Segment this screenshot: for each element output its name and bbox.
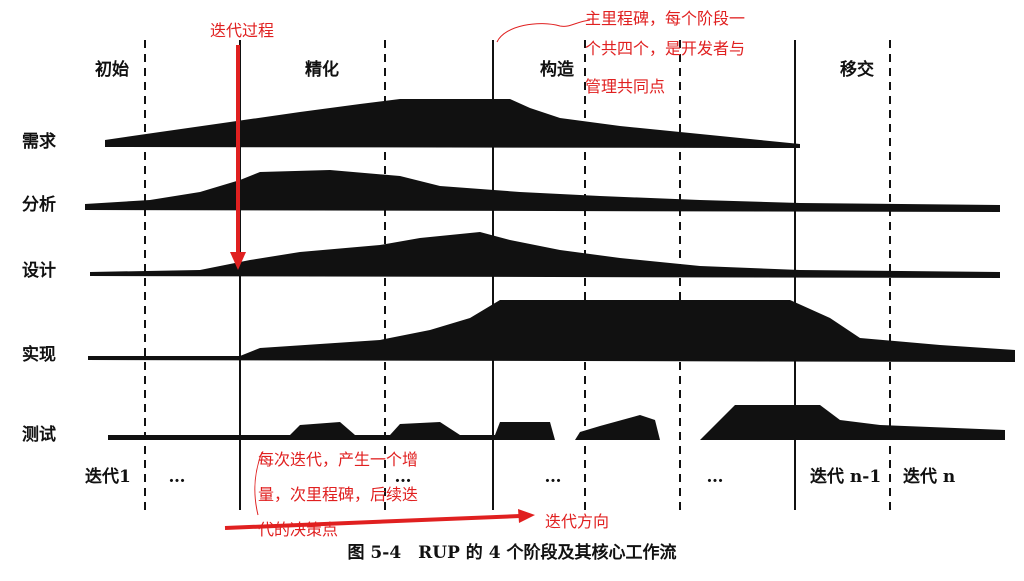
annotation: 个共四个，是开发者与 — [585, 39, 745, 58]
iteration-label: … — [169, 467, 186, 487]
workflow-label: 实现 — [22, 344, 56, 365]
iteration-label: … — [545, 467, 562, 487]
iteration-label: … — [395, 467, 412, 487]
arrow-head — [518, 509, 535, 523]
phase-label: 精化 — [305, 59, 339, 80]
workflow-label: 测试 — [22, 424, 56, 445]
profile — [88, 300, 1015, 362]
profile — [90, 232, 1000, 278]
bracket — [254, 451, 263, 516]
iteration-label: 迭代1 — [85, 466, 131, 487]
phase-label: 移交 — [840, 59, 874, 80]
iteration-label: 迭代 n-1 — [810, 466, 881, 487]
profile — [575, 415, 660, 440]
arrow-head — [230, 252, 246, 270]
profile — [85, 170, 1000, 212]
annotation: 代的决策点 — [258, 520, 338, 539]
workflow-label: 设计 — [22, 260, 56, 281]
phase-label: 初始 — [95, 59, 129, 80]
phase-label: 构造 — [540, 59, 575, 80]
workflow-label: 需求 — [22, 131, 56, 152]
annotation: 迭代过程 — [210, 21, 274, 40]
workflow-profiles — [85, 99, 1015, 440]
arrow — [224, 514, 521, 530]
annotation: 迭代方向 — [545, 512, 609, 531]
caption: 图 5-4 RUP 的 4 个阶段及其核心工作流 — [348, 542, 677, 563]
annotation: 管理共同点 — [585, 77, 665, 96]
profile — [108, 422, 555, 440]
annotation-marks — [224, 19, 591, 530]
iteration-label: 迭代 n — [903, 466, 955, 487]
iteration-label: … — [707, 467, 724, 487]
annotation: 每次迭代，产生一个增 — [258, 450, 418, 469]
annotation: 量，次里程碑，后续迭 — [258, 485, 418, 504]
profile — [665, 405, 1005, 440]
profile — [105, 99, 800, 148]
workflow-label: 分析 — [22, 194, 56, 215]
annotation: 主里程碑，每个阶段一 — [585, 9, 745, 28]
bracket — [496, 19, 591, 43]
